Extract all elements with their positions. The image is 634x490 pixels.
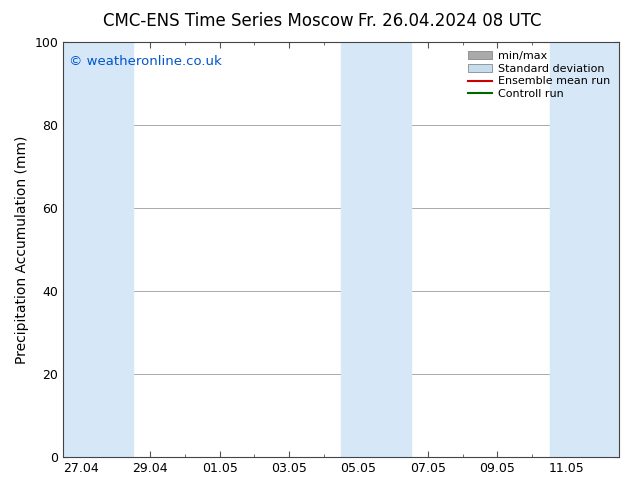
Bar [550,42,619,457]
Bar [341,42,411,457]
Text: © weatheronline.co.uk: © weatheronline.co.uk [69,54,222,68]
Legend: min/max, Standard deviation, Ensemble mean run, Controll run: min/max, Standard deviation, Ensemble me… [465,48,614,102]
Y-axis label: Precipitation Accumulation (mm): Precipitation Accumulation (mm) [15,135,29,364]
Bar [63,42,133,457]
Text: CMC-ENS Time Series Moscow: CMC-ENS Time Series Moscow [103,12,354,30]
Text: Fr. 26.04.2024 08 UTC: Fr. 26.04.2024 08 UTC [358,12,542,30]
